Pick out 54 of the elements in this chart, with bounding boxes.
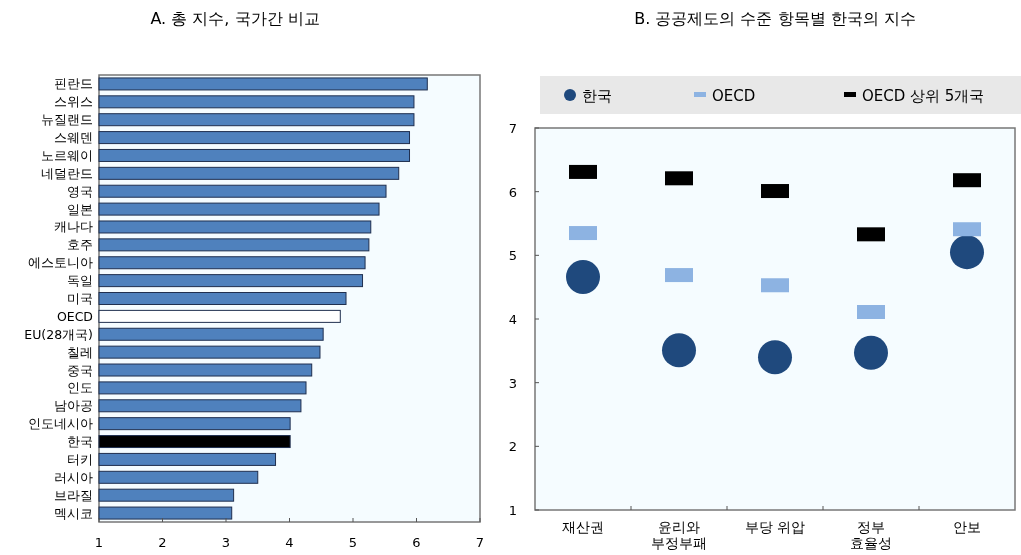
y-tick-label: 4 — [508, 312, 517, 327]
x-tick-label: 2 — [158, 535, 167, 550]
y-tick-label: 핀란드 — [54, 76, 93, 92]
point — [566, 259, 600, 294]
x-tick-label: 재산권 — [562, 519, 604, 535]
point — [662, 333, 696, 368]
point — [758, 340, 792, 375]
y-tick-label: 1 — [508, 503, 517, 518]
y-tick-label: 러시아 — [54, 469, 93, 485]
y-tick-label: 6 — [508, 184, 517, 200]
y-tick-label: 에스토니아 — [28, 255, 93, 271]
y-tick-label: 터키 — [67, 451, 93, 467]
y-tick-label: 멕시코 — [54, 505, 93, 521]
y-tick-label: OECD — [56, 308, 93, 324]
x-tick-label: 부당 위압 — [744, 519, 806, 535]
y-tick-label: 인도 — [67, 380, 93, 396]
y-tick-label: 미국 — [67, 291, 93, 306]
y-tick-label: 호주 — [67, 237, 93, 253]
legend-label: OECD — [712, 87, 756, 105]
y-tick-label: 네덜란드 — [41, 165, 93, 181]
chart-title: A. 총 지수, 국가간 비교 — [150, 9, 320, 28]
y-tick-label: 남아공 — [54, 398, 93, 414]
x-tick-label: 6 — [412, 535, 421, 550]
x-tick-label: 1 — [94, 535, 104, 550]
y-tick-label: 한국 — [67, 434, 93, 450]
y-tick-label: 칠레 — [67, 344, 93, 360]
y-tick-label: 일본 — [67, 201, 93, 217]
y-tick-label: 브라질 — [54, 487, 93, 503]
x-tick-label: 5 — [348, 535, 358, 550]
legend-label: OECD 상위 5개국 — [862, 87, 985, 105]
y-tick-label: 뉴질랜드 — [41, 112, 93, 128]
y-tick-label: 5 — [508, 248, 517, 264]
x-tick-label: 윤리와 부정부패 — [651, 519, 707, 551]
y-tick-label: 2 — [508, 439, 517, 455]
y-tick-label: 스위스 — [54, 94, 93, 110]
x-tick-label: 정부 효율성 — [850, 519, 892, 551]
y-tick-label: 스웨덴 — [54, 130, 93, 146]
x-tick-label: 7 — [475, 535, 485, 550]
y-tick-label: 7 — [508, 121, 517, 136]
y-tick-label: 중국 — [67, 362, 93, 378]
point — [854, 335, 888, 370]
y-tick-label: EU(28개국) — [24, 326, 93, 342]
y-tick-label: 3 — [508, 375, 517, 391]
x-tick-label: 4 — [285, 535, 294, 550]
legend-label: 한국 — [582, 87, 612, 105]
y-tick-label: 캐나다 — [54, 219, 93, 235]
y-tick-label: 영국 — [67, 183, 93, 199]
x-tick-label: 3 — [221, 535, 231, 550]
y-tick-label: 노르웨이 — [41, 147, 93, 163]
chart-title: B. 공공제도의 수준 항목별 한국의 지수 — [634, 9, 916, 28]
x-tick-label: 안보 — [953, 519, 981, 535]
y-tick-label: 독일 — [67, 273, 93, 289]
point — [950, 235, 984, 270]
y-tick-label: 인도네시아 — [28, 416, 93, 432]
